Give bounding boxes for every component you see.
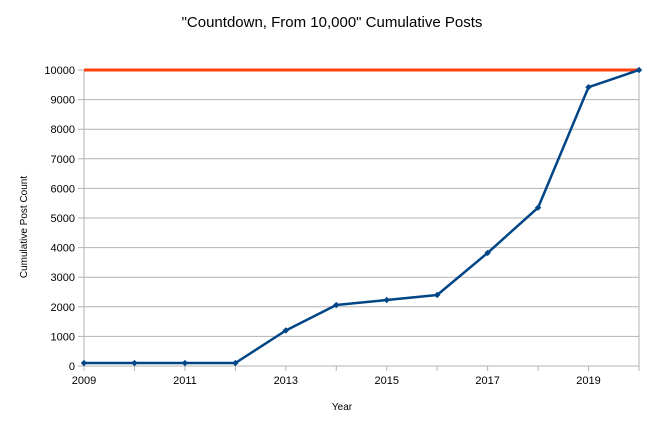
y-tick-label: 2000 — [51, 302, 75, 314]
x-tick-label: 2013 — [274, 375, 298, 387]
x-axis-title: Year — [332, 402, 353, 413]
data-point — [232, 359, 239, 367]
x-tick-label: 2011 — [173, 375, 197, 387]
x-tick-label: 2015 — [374, 375, 398, 387]
data-point — [585, 83, 592, 91]
y-tick-label: 6000 — [51, 183, 75, 195]
data-point — [433, 291, 441, 299]
y-tick-label: 5000 — [51, 213, 75, 225]
x-tick-label: 2019 — [576, 375, 600, 387]
data-point — [383, 296, 390, 304]
series-layer — [80, 66, 643, 367]
data-point — [484, 249, 491, 257]
data-point — [282, 327, 290, 334]
data-point — [131, 359, 138, 367]
y-tick-label: 9000 — [51, 95, 75, 107]
series-line — [84, 68, 640, 365]
data-point — [80, 359, 88, 367]
data-point — [534, 204, 542, 211]
y-tick-label: 1000 — [51, 331, 75, 343]
chart-title: "Countdown, From 10,000" Cumulative Post… — [181, 14, 483, 31]
y-tick-label: 0 — [69, 361, 75, 373]
grid-lines — [84, 69, 639, 367]
data-point — [181, 359, 189, 367]
y-axis-title: Cumulative Post Count — [19, 176, 30, 278]
y-tick-label: 7000 — [51, 154, 75, 166]
tick-labels: 0 1000 2000 3000 4000 5000 6000 7000 8000 9000 100… — [44, 65, 600, 387]
data-point — [333, 301, 340, 309]
x-tick-label: 2017 — [475, 375, 499, 387]
data-point — [635, 66, 643, 74]
y-tick-label: 10000 — [44, 65, 75, 77]
y-tick-label: 8000 — [51, 124, 75, 136]
y-tick-label: 4000 — [51, 243, 75, 255]
x-tick-label: 2009 — [72, 375, 96, 387]
axes — [78, 69, 640, 371]
y-tick-label: 3000 — [51, 272, 75, 284]
